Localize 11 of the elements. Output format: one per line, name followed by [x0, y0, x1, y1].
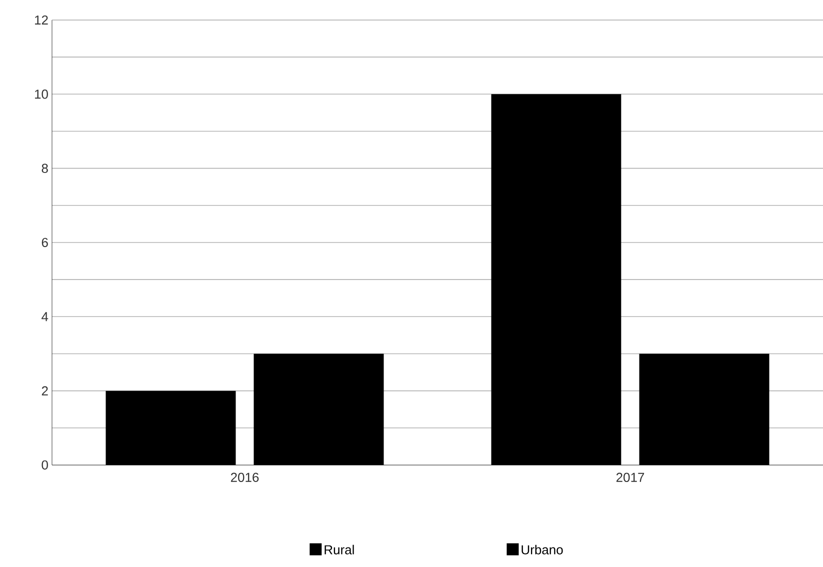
- y-tick-label: 8: [42, 164, 48, 173]
- y-tick-label: 4: [42, 312, 48, 322]
- legend-label: Urbano: [522, 544, 563, 554]
- y-tick-label: 2: [42, 386, 48, 396]
- legend-label: Rural: [324, 544, 354, 554]
- y-tick-label: 0: [42, 460, 48, 470]
- x-tick-label: 2017: [616, 472, 644, 482]
- y-tick-label: 10: [35, 90, 48, 99]
- y-tick-label: 12: [35, 15, 48, 25]
- y-tick-label: 6: [42, 238, 48, 248]
- x-tick-label: 2016: [230, 472, 259, 482]
